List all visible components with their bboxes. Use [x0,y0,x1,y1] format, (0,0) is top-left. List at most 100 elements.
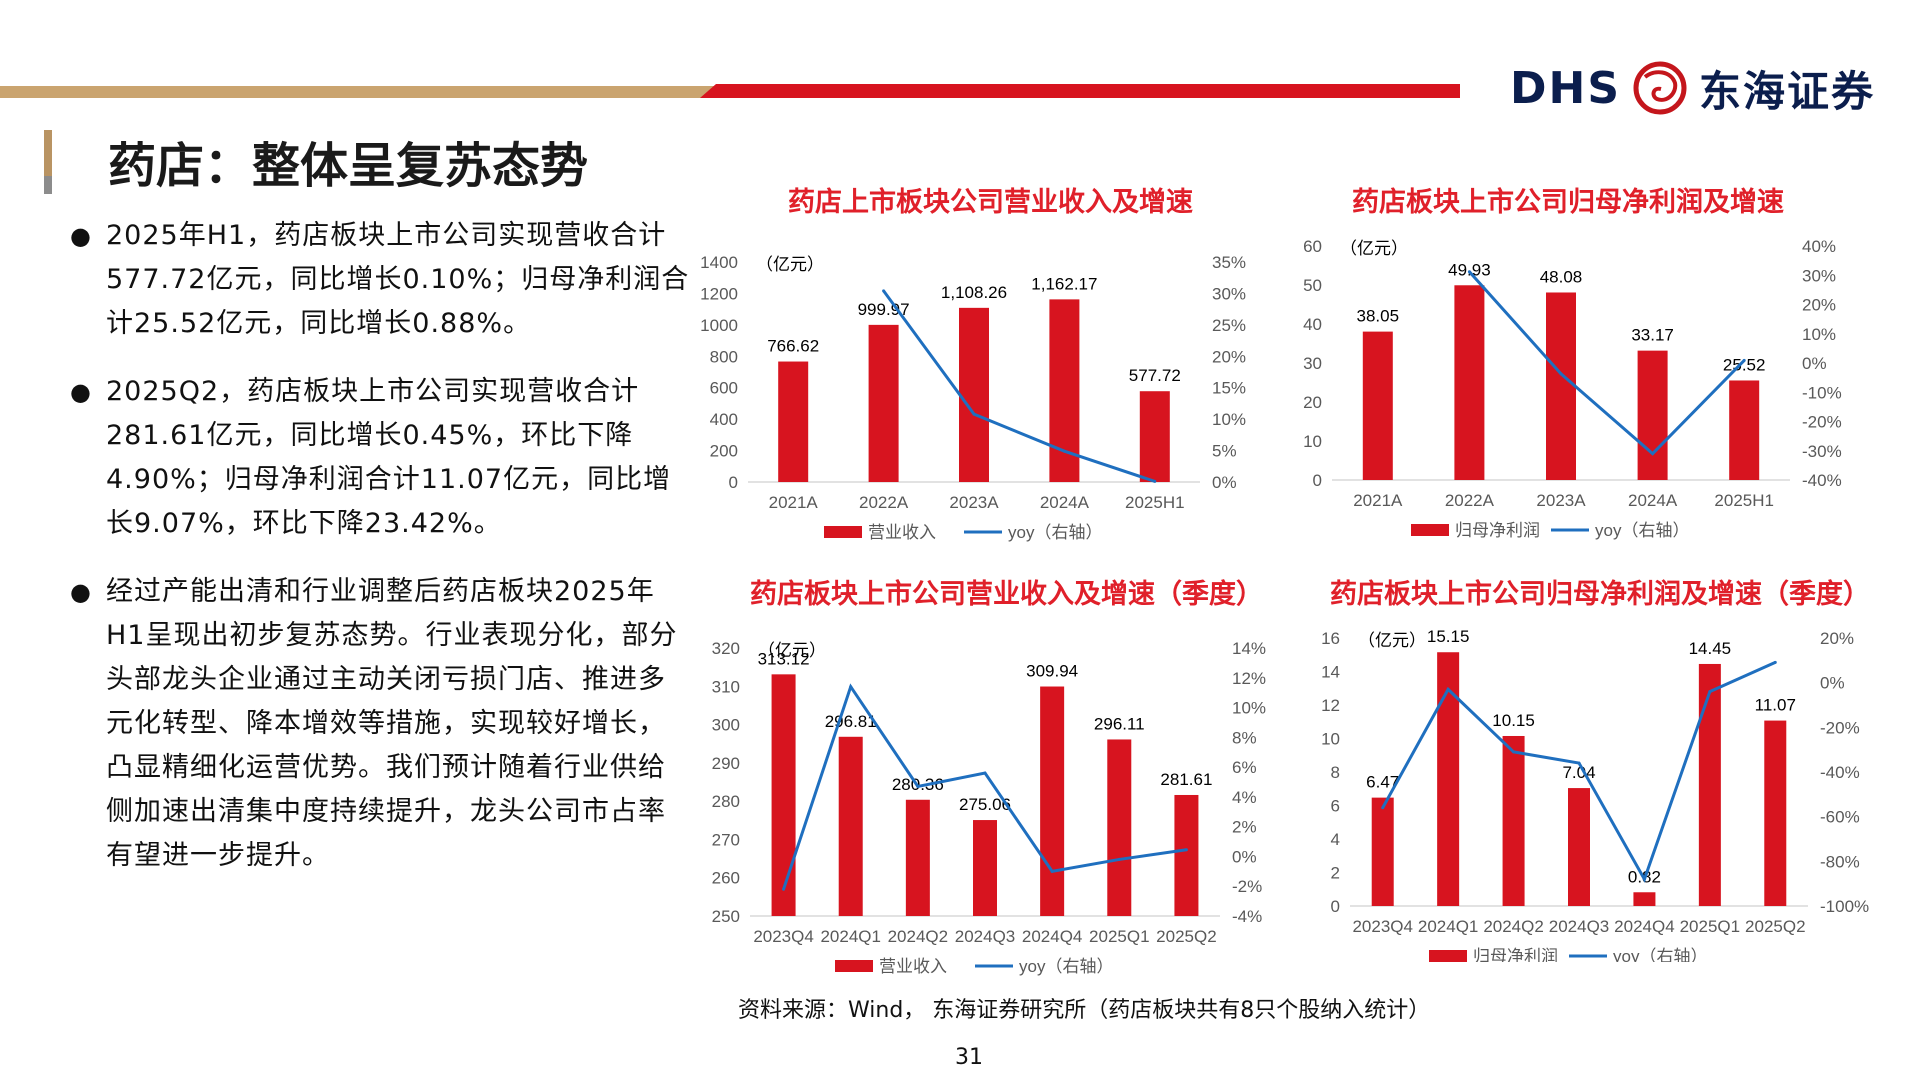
unit-label: （亿元） [1340,239,1408,258]
left-axis-tick-label: 4 [1331,830,1340,849]
left-axis-tick-label: 20 [1303,393,1322,412]
right-axis-tick-label: 10% [1212,410,1246,429]
unit-label: （亿元） [758,641,826,660]
left-axis-tick-label: 600 [710,379,738,398]
bar [1729,380,1760,480]
right-axis-tick-label: 20% [1820,629,1854,648]
title-accent-bar-grey [44,176,52,194]
left-axis-tick-label: 1000 [700,316,738,335]
yoy-point [1642,877,1646,881]
left-axis-tick-label: 14 [1321,663,1340,682]
bar [959,307,989,482]
left-axis-tick-label: 8 [1331,763,1340,782]
yoy-point [1062,449,1066,453]
bar-data-label: 11.07 [1755,696,1796,715]
right-axis-tick-label: 0% [1212,473,1237,492]
yoy-point [882,289,886,293]
right-axis-tick-label: -80% [1820,852,1860,871]
bullet-dot-icon: ● [70,222,92,250]
x-axis-tick-label: 2024Q3 [955,927,1016,946]
yoy-line [882,290,1156,483]
bar-data-label: 33.17 [1631,326,1674,345]
bar-data-label: 309.94 [1026,662,1078,681]
legend-bar-swatch [1429,950,1467,962]
left-axis-tick-label: 270 [712,830,740,849]
legend-bar-label: 归母净利润 [1473,947,1558,962]
yoy-point [1446,687,1450,691]
left-axis-tick-label: 800 [710,347,738,366]
legend-bar-swatch [824,526,862,538]
left-axis-tick-label: 290 [712,754,740,773]
right-axis-tick-label: 35% [1212,253,1246,272]
left-axis-tick-label: 300 [712,716,740,735]
x-axis-tick-label: 2021A [1353,491,1403,510]
yoy-point [916,784,920,788]
bar-data-label: 766.62 [767,337,819,356]
right-axis-tick-label: 8% [1232,728,1257,747]
right-axis-tick-label: 12% [1232,669,1266,688]
left-axis-tick-label: 320 [712,639,740,658]
left-axis-tick-label: 400 [710,410,738,429]
left-axis-tick-label: 6 [1331,797,1340,816]
left-axis-tick-label: 200 [710,442,738,461]
left-axis-tick-label: 30 [1303,354,1322,373]
right-axis-tick-label: 20% [1802,296,1836,315]
dragon-logo-icon [1633,61,1687,115]
right-axis-tick-label: 0% [1232,847,1257,866]
x-axis-tick-label: 2023A [1536,491,1586,510]
bar-data-label: 1,108.26 [941,283,1007,302]
left-axis-tick-label: 260 [712,869,740,888]
x-axis-tick-label: 2024Q1 [820,927,881,946]
bullet-dot-icon: ● [70,378,92,406]
legend-line-label: yoy（右轴） [1019,957,1113,976]
bar-data-label: 313.12 [758,649,810,668]
bullet-text: 2025年H1，药店板块上市公司实现营收合计577.72亿元，同比增长0.10%… [106,220,690,339]
right-axis-tick-label: 6% [1232,758,1257,777]
bar [1174,794,1199,916]
bar [1139,391,1170,482]
bar-data-label: 275.06 [959,795,1011,814]
yoy-point [1708,690,1712,694]
bar [868,324,899,482]
x-axis-tick-label: 2025H1 [1125,493,1185,512]
logo-text-latin: DHS [1510,62,1622,114]
right-axis-tick-label: 5% [1212,442,1237,461]
x-axis-tick-label: 2023Q4 [753,927,814,946]
left-axis-tick-label: 40 [1303,315,1322,334]
right-axis-tick-label: -2% [1232,877,1262,896]
x-axis-tick-label: 2025Q1 [1680,917,1741,936]
yoy-point [1512,750,1516,754]
chart-title-profit-annual: 药店板块上市公司归母净利润及增速 [1352,187,1784,218]
right-axis-tick-label: -40% [1820,763,1860,782]
right-axis-tick-label: 14% [1232,639,1266,658]
bar [1371,797,1394,906]
legend-bar-swatch [835,960,873,972]
yoy-point [782,887,786,891]
right-axis-tick-label: -40% [1802,471,1842,490]
bar [1437,652,1460,906]
page-number: 31 [955,1045,983,1070]
x-axis-tick-label: 2022A [859,493,909,512]
header-red-bar [700,84,1460,98]
chart-profit-annual: 0 10 20 30 40 50 60 -40% -30% -20% -10% 0% 10% 20% 30%… [1303,237,1842,540]
legend-bar-swatch [1411,524,1449,536]
left-axis-tick-label: 50 [1303,276,1322,295]
bar-data-label: 25.52 [1723,355,1766,374]
bullet-item: ● 2025年H1，药店板块上市公司实现营收合计577.72亿元，同比增长0.1… [70,214,690,346]
bullet-item: ● 2025Q2，药店板块上市公司实现营收合计281.61亿元，同比增长0.45… [70,370,690,546]
bar-data-label: 38.05 [1357,307,1400,326]
bar [1633,892,1656,906]
bar [1107,739,1132,916]
right-axis-tick-label: -60% [1820,808,1860,827]
chart-title-revenue-quarterly: 药店板块上市公司营业收入及增速（季度） [750,579,1263,610]
left-axis-tick-label: 2 [1331,864,1340,883]
unit-label: （亿元） [1358,631,1426,650]
bar [905,799,930,916]
bar [1362,331,1393,480]
yoy-point [1577,761,1581,765]
x-axis-tick-label: 2024A [1040,493,1090,512]
x-axis-tick-label: 2024Q2 [888,927,949,946]
chart-title-profit-quarterly: 药店板块上市公司归母净利润及增速（季度） [1330,579,1870,610]
right-axis-tick-label: -30% [1802,442,1842,461]
x-axis-tick-label: 2025Q2 [1745,917,1806,936]
